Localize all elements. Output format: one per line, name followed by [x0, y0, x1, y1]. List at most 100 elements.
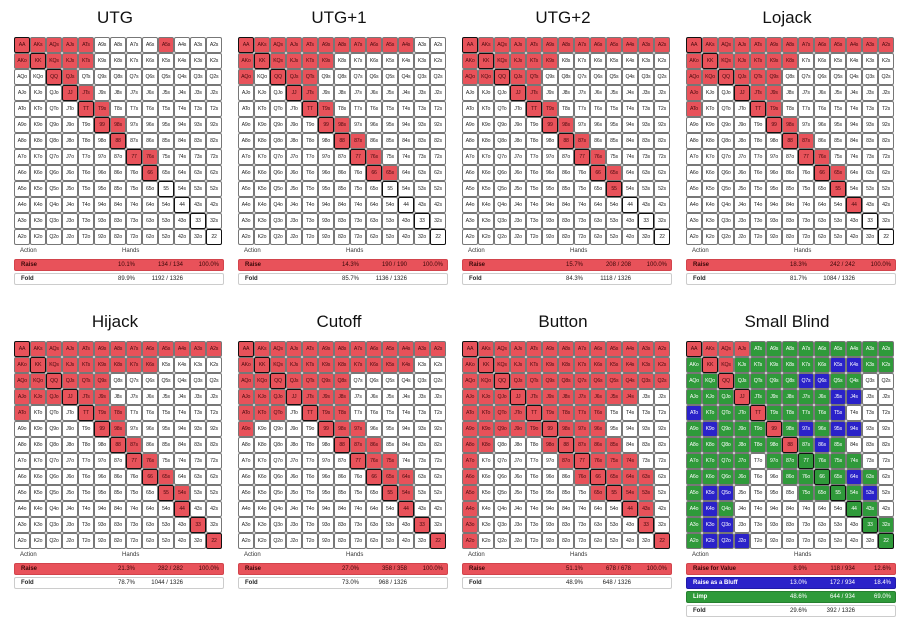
hand-cell: 43s [638, 197, 654, 213]
hand-cell: T9s [94, 405, 110, 421]
hand-cell: KTo [30, 405, 46, 421]
hand-cell: Q3s [414, 69, 430, 85]
hand-cell: J4s [846, 85, 862, 101]
hand-cell: AKo [14, 357, 30, 373]
hand-cell: 95o [318, 181, 334, 197]
hand-cell: 97s [798, 421, 814, 437]
hand-cell: 82s [430, 437, 446, 453]
hand-cell: TT [302, 101, 318, 117]
hand-cell: A7o [14, 453, 30, 469]
hand-cell: 66 [590, 165, 606, 181]
hand-cell: A3s [414, 37, 430, 53]
hand-cell: K2s [878, 357, 894, 373]
hand-cell: K3o [254, 213, 270, 229]
hand-cell: J6o [286, 469, 302, 485]
hand-cell: 42o [398, 533, 414, 549]
hand-cell: AQo [238, 373, 254, 389]
hand-cell: 83o [110, 517, 126, 533]
hand-cell: 96s [366, 421, 382, 437]
hand-cell: J2s [430, 389, 446, 405]
hand-cell: 52s [430, 181, 446, 197]
hand-cell: A3o [462, 213, 478, 229]
hand-cell: T9s [766, 405, 782, 421]
hand-cell: T5o [526, 485, 542, 501]
hand-cell: AKs [254, 37, 270, 53]
hand-cell: 96o [94, 165, 110, 181]
hand-cell: 84s [622, 437, 638, 453]
hand-cell: 63s [862, 165, 878, 181]
hand-cell: Q4s [846, 373, 862, 389]
hand-cell: 62o [590, 229, 606, 245]
hand-cell: 33 [414, 213, 430, 229]
hand-cell: 75s [606, 149, 622, 165]
hand-cell: A5s [830, 341, 846, 357]
hand-cell: 62o [142, 229, 158, 245]
hand-cell: A4s [398, 341, 414, 357]
hand-cell: Q2s [878, 373, 894, 389]
hand-cell: 97o [766, 453, 782, 469]
hand-cell: K3o [478, 213, 494, 229]
action-name: Fold [693, 276, 706, 282]
hand-cell: A5s [606, 341, 622, 357]
hand-cell: 88 [110, 437, 126, 453]
hand-cell: T3s [414, 101, 430, 117]
hand-cell: Q6s [142, 373, 158, 389]
hand-cell: T4o [526, 197, 542, 213]
hand-cell: A2s [430, 341, 446, 357]
hand-cell: 43o [846, 213, 862, 229]
hand-cell: T4s [174, 405, 190, 421]
hand-cell: 43o [174, 213, 190, 229]
hand-cell: 98s [334, 117, 350, 133]
hand-cell: QQ [494, 373, 510, 389]
hand-cell: A5s [382, 341, 398, 357]
hand-cell: 88 [110, 133, 126, 149]
hand-cell: T4s [398, 405, 414, 421]
action-row-fold: Fold 73.0% 968 / 1326 [238, 577, 448, 589]
action-name: Fold [21, 580, 34, 586]
action-header: Action [244, 552, 261, 558]
hand-cell: QTo [46, 101, 62, 117]
hand-cell: J5s [830, 85, 846, 101]
action-name: Fold [469, 580, 482, 586]
hand-cell: 85o [558, 181, 574, 197]
hand-cell: Q4o [270, 197, 286, 213]
hand-cell: 95s [606, 421, 622, 437]
hand-cell: K9o [478, 117, 494, 133]
hand-cell: K9o [702, 117, 718, 133]
hand-cell: A2o [14, 229, 30, 245]
hand-cell: K6o [254, 469, 270, 485]
hand-cell: KQo [478, 69, 494, 85]
hand-cell: AKs [254, 341, 270, 357]
hand-cell: 72s [654, 453, 670, 469]
hand-cell: KTs [302, 357, 318, 373]
hand-cell: 42s [206, 197, 222, 213]
hand-cell: Q2s [430, 373, 446, 389]
hand-cell: K4s [398, 53, 414, 69]
hand-cell: A6s [590, 37, 606, 53]
hand-cell: 92s [654, 117, 670, 133]
hand-cell: T8s [782, 101, 798, 117]
action-percent: 10.1% [117, 262, 135, 268]
action-percent: 21.3% [117, 566, 135, 572]
hand-cell: K8o [254, 133, 270, 149]
hand-cell: 99 [542, 117, 558, 133]
hand-cell: 72o [798, 229, 814, 245]
hand-cell: AA [462, 341, 478, 357]
hand-cell: A8s [782, 341, 798, 357]
hand-cell: K8s [558, 357, 574, 373]
hand-cell: KJs [286, 357, 302, 373]
hand-cell: T4s [622, 101, 638, 117]
hand-cell: 98o [318, 437, 334, 453]
hand-cell: 75o [798, 485, 814, 501]
hand-cell: J3s [638, 85, 654, 101]
hand-cell: K5s [382, 357, 398, 373]
hand-cell: 73s [190, 453, 206, 469]
hand-cell: K7o [254, 149, 270, 165]
hand-cell: A8s [334, 37, 350, 53]
hand-cell: Q2o [494, 229, 510, 245]
hand-cell: AKo [686, 53, 702, 69]
hand-cell: K9o [30, 117, 46, 133]
hand-cell: K9s [94, 357, 110, 373]
hand-cell: 76s [366, 149, 382, 165]
hand-cell: Q5s [606, 69, 622, 85]
